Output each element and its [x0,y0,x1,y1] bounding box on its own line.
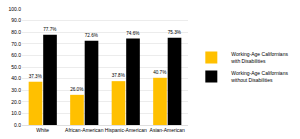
svg-text:80.0: 80.0 [11,29,21,35]
svg-text:20.0: 20.0 [11,99,21,105]
svg-text:50.0: 50.0 [11,64,21,70]
svg-text:40.0: 40.0 [11,75,21,81]
svg-text:90.0: 90.0 [11,17,21,23]
svg-text:Asian-American: Asian-American [150,127,186,133]
svg-text:75.3%: 75.3% [168,30,181,35]
svg-text:30.0: 30.0 [11,87,21,93]
svg-text:Working-Age Californianswith D: Working-Age Californianswith Disabilitie… [231,51,288,64]
svg-text:100.0: 100.0 [8,6,21,12]
svg-text:77.7%: 77.7% [43,27,56,32]
svg-text:White: White [36,127,49,133]
svg-text:26.0%: 26.0% [70,87,83,92]
svg-text:Working-Age Californianswithou: Working-Age Californianswithout Disabili… [231,70,288,83]
svg-text:0.0: 0.0 [14,122,21,128]
svg-text:70.0: 70.0 [11,41,21,47]
svg-text:74.6%: 74.6% [126,31,139,36]
svg-text:Hispanic-American: Hispanic-American [105,127,147,133]
svg-text:37.3%: 37.3% [29,74,42,79]
svg-text:60.0: 60.0 [11,52,21,58]
svg-text:10.0: 10.0 [11,110,21,116]
svg-text:37.8%: 37.8% [112,73,125,78]
svg-text:72.6%: 72.6% [85,33,98,38]
svg-text:40.7%: 40.7% [153,70,166,75]
svg-text:African-American: African-American [65,127,104,133]
